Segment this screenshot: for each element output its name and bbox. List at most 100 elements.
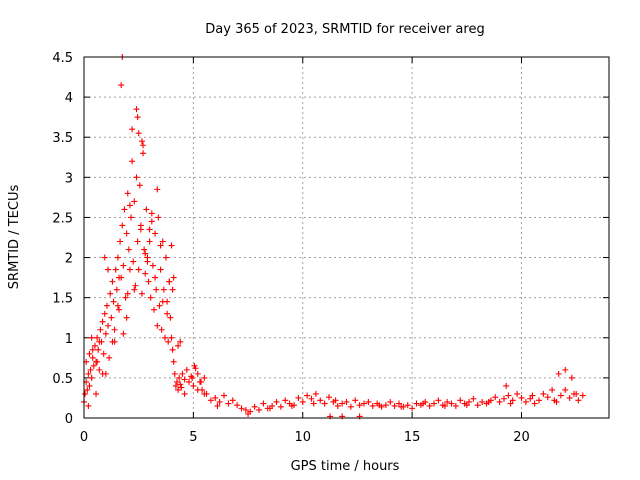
data-point	[148, 210, 155, 217]
data-point	[334, 402, 341, 409]
data-point	[134, 238, 141, 245]
data-point	[109, 278, 116, 285]
data-point	[135, 266, 142, 273]
data-point	[479, 398, 486, 405]
data-point	[201, 390, 208, 397]
data-point	[116, 306, 122, 313]
data-point	[198, 378, 205, 385]
data-point	[175, 386, 182, 393]
data-point	[282, 397, 289, 404]
data-point	[169, 286, 176, 293]
data-point	[169, 346, 176, 353]
data-point	[157, 242, 164, 249]
data-point	[277, 403, 284, 410]
data-point	[573, 390, 580, 397]
data-point	[90, 362, 97, 369]
data-point	[540, 390, 547, 397]
data-point	[361, 400, 367, 407]
data-point	[116, 274, 122, 281]
data-point	[448, 400, 455, 407]
data-point	[136, 182, 143, 189]
data-point	[579, 392, 586, 399]
data-point	[105, 266, 112, 273]
data-point	[148, 218, 155, 225]
data-point	[153, 286, 160, 293]
data-point	[207, 397, 214, 404]
y-tick-label: 0	[65, 412, 73, 427]
data-point	[492, 394, 499, 401]
data-point	[273, 398, 280, 405]
y-tick-label: 2	[65, 252, 73, 267]
data-point	[147, 294, 154, 301]
data-point	[225, 400, 232, 407]
data-point	[356, 402, 363, 409]
data-point	[86, 382, 93, 389]
data-point	[221, 392, 227, 399]
data-point	[365, 398, 372, 405]
data-point	[126, 266, 133, 273]
data-point	[149, 262, 156, 269]
data-point	[431, 400, 437, 407]
data-point	[321, 400, 328, 407]
data-point	[164, 310, 171, 317]
data-point	[466, 398, 472, 405]
data-point	[503, 382, 510, 389]
data-point	[181, 376, 188, 383]
data-point	[94, 358, 101, 365]
data-point	[485, 398, 492, 405]
data-point	[166, 278, 173, 285]
data-point	[238, 405, 245, 412]
data-point	[133, 106, 140, 113]
data-point	[95, 346, 102, 353]
data-point	[130, 258, 137, 265]
data-point	[159, 298, 166, 305]
data-point	[452, 402, 459, 409]
data-point	[111, 326, 118, 333]
data-point	[216, 398, 223, 405]
data-point	[186, 378, 192, 385]
data-point	[544, 394, 551, 401]
data-point	[404, 402, 411, 409]
data-point	[212, 394, 219, 401]
data-point	[317, 397, 324, 404]
data-point	[88, 374, 95, 381]
axes: 0 5 10 15 20 0 0.5 1 1.5 2 2.5 3 3.5 4 4.5	[52, 51, 609, 445]
data-point	[444, 398, 451, 405]
x-tick-label: 20	[513, 430, 530, 445]
data-point	[420, 400, 427, 407]
data-point	[531, 400, 538, 407]
data-point	[152, 274, 159, 281]
data-point	[190, 382, 197, 389]
x-tick-label: 5	[189, 430, 197, 445]
data-point	[496, 398, 503, 405]
data-point	[161, 334, 168, 341]
data-point	[120, 330, 127, 337]
data-point	[441, 402, 448, 409]
data-point	[129, 126, 136, 133]
data-point	[159, 238, 166, 245]
data-point	[107, 290, 114, 297]
data-point	[463, 402, 470, 409]
data-point	[566, 394, 573, 401]
data-point	[168, 334, 175, 341]
data-point	[85, 370, 92, 377]
data-point	[398, 403, 405, 410]
data-point	[396, 400, 402, 407]
data-point	[172, 382, 179, 389]
data-point	[391, 402, 398, 409]
data-point	[120, 262, 127, 269]
y-tick-label: 2.5	[52, 211, 73, 226]
data-point	[347, 403, 354, 410]
data-point	[131, 198, 138, 205]
data-point	[106, 354, 113, 361]
data-point	[123, 230, 130, 237]
data-point	[138, 138, 145, 145]
data-point	[536, 397, 542, 404]
data-point	[295, 394, 302, 401]
x-axis-label: GPS time / hours	[291, 459, 400, 474]
y-tick-label: 1.5	[52, 292, 73, 307]
plot-frame	[83, 56, 610, 419]
data-point	[93, 390, 100, 397]
data-point	[245, 410, 252, 417]
